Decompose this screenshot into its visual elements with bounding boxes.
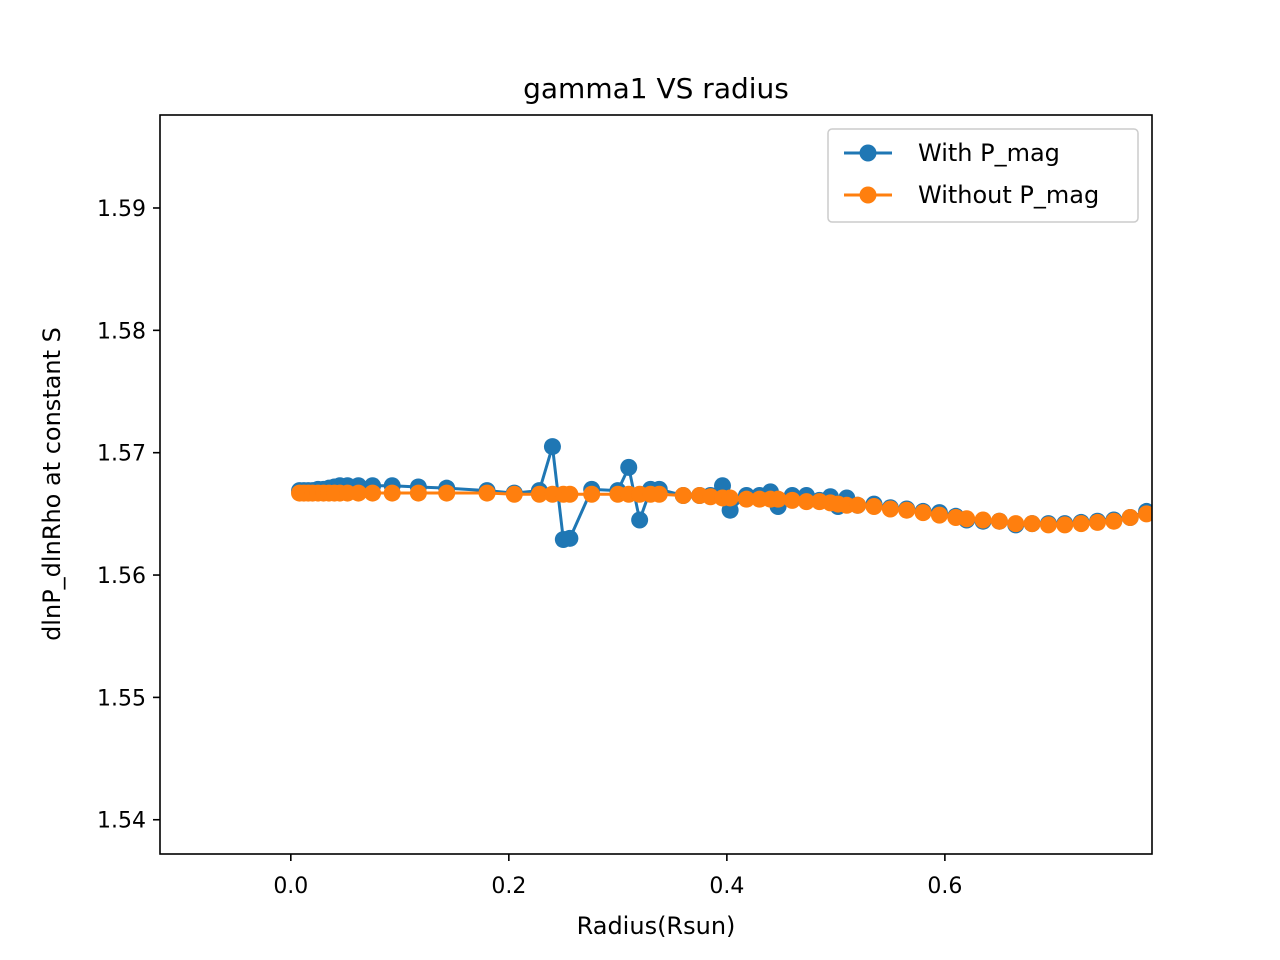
y-tick-label: 1.56 <box>97 564 146 589</box>
data-point <box>1039 516 1057 534</box>
data-point <box>1138 505 1152 523</box>
data-point <box>930 506 948 524</box>
data-point <box>650 485 668 503</box>
data-point <box>561 485 579 503</box>
data-point <box>737 490 755 508</box>
data-point <box>958 510 976 528</box>
legend: With P_mag Without P_mag <box>827 128 1139 223</box>
x-tick-label: 0.0 <box>273 874 308 899</box>
y-tick-label: 1.59 <box>97 197 146 222</box>
data-point <box>898 501 916 519</box>
legend-box <box>827 128 1139 223</box>
y-axis: 1.54 1.55 1.56 1.57 1.58 1.59 <box>97 197 160 834</box>
data-point <box>974 511 992 529</box>
series-2 <box>291 484 1152 534</box>
plot-frame <box>159 114 1153 855</box>
data-point <box>561 529 579 547</box>
data-point <box>713 477 731 495</box>
data-point <box>721 489 739 507</box>
y-tick-label: 1.55 <box>97 686 146 711</box>
x-tick-label: 0.6 <box>927 874 962 899</box>
data-point <box>438 484 456 502</box>
data-point <box>1072 515 1090 533</box>
legend-item: With P_mag <box>844 139 1060 167</box>
data-point <box>849 496 867 514</box>
series-layer <box>291 438 1152 549</box>
data-point <box>914 504 932 522</box>
y-tick-label: 1.54 <box>97 809 146 834</box>
data-point <box>797 493 815 511</box>
chart-title: gamma1 VS radius <box>523 72 789 105</box>
data-point <box>1105 512 1123 530</box>
data-point <box>674 487 692 505</box>
data-point <box>1121 509 1139 527</box>
data-point <box>349 484 367 502</box>
x-tick-label: 0.4 <box>709 874 744 899</box>
y-axis-label: dlnP_dlnRho at constant S <box>38 327 66 641</box>
data-point <box>865 498 883 516</box>
legend-label: With P_mag <box>918 139 1060 167</box>
data-point <box>1007 515 1025 533</box>
data-point <box>769 490 787 508</box>
y-tick-label: 1.57 <box>97 442 146 467</box>
data-point <box>881 500 899 518</box>
data-point <box>478 484 496 502</box>
data-point <box>543 438 561 456</box>
data-point <box>620 458 638 476</box>
data-point <box>721 501 739 519</box>
data-point <box>530 485 548 503</box>
data-point <box>1056 516 1074 534</box>
data-point <box>505 485 523 503</box>
data-point <box>383 484 401 502</box>
data-point <box>1088 513 1106 531</box>
data-point <box>364 484 382 502</box>
legend-marker <box>859 144 877 162</box>
legend-marker <box>859 186 877 204</box>
data-point <box>783 491 801 509</box>
data-point <box>1023 515 1041 533</box>
data-point <box>583 485 601 503</box>
legend-item: Without P_mag <box>844 181 1099 209</box>
data-point <box>631 511 649 529</box>
data-point <box>409 484 427 502</box>
legend-label: Without P_mag <box>918 181 1099 209</box>
x-axis: 0.0 0.2 0.4 0.6 <box>273 854 962 899</box>
data-point <box>990 512 1008 530</box>
x-axis-label: Radius(Rsun) <box>577 912 736 940</box>
x-tick-label: 0.2 <box>491 874 526 899</box>
y-tick-label: 1.58 <box>97 319 146 344</box>
